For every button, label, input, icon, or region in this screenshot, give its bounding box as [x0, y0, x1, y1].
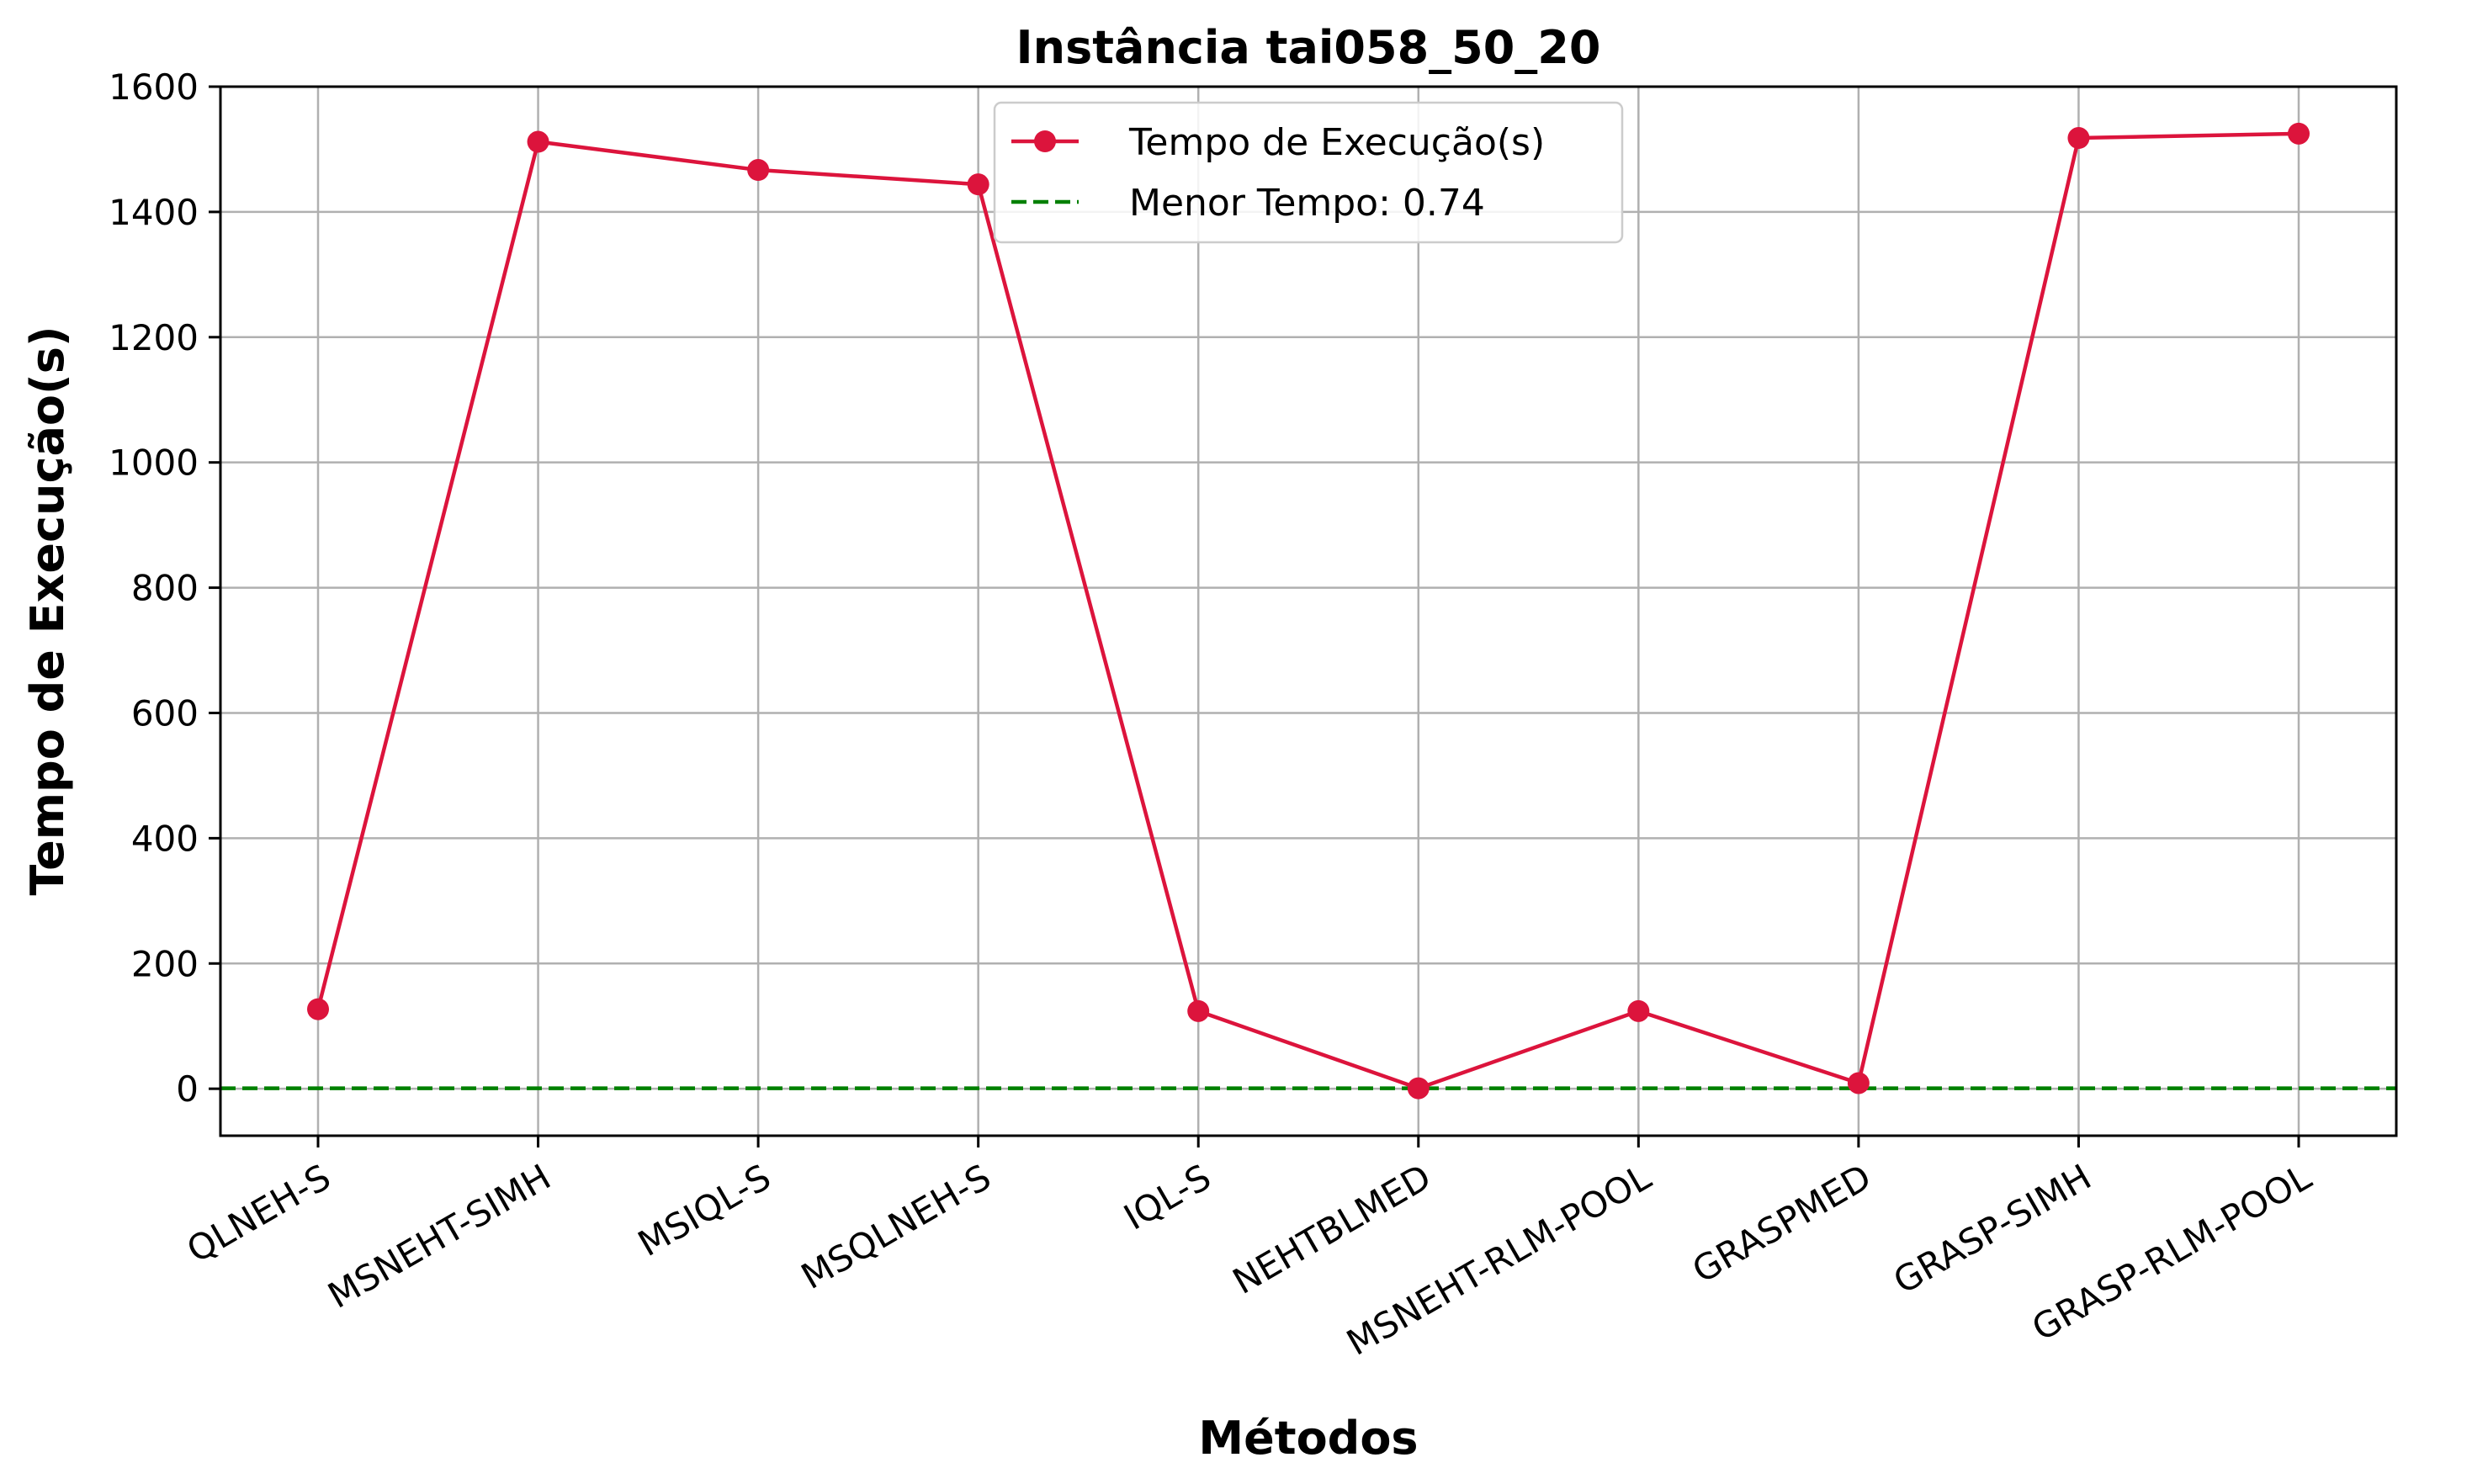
x-tick-label: MSNEHT-SIMH: [321, 1156, 557, 1317]
data-point: [1847, 1072, 1870, 1094]
legend: Tempo de Execução(s) Menor Tempo: 0.74: [993, 101, 1624, 244]
data-point: [1187, 999, 1210, 1022]
series-line: [316, 131, 2300, 1090]
x-axis-label: Métodos: [1198, 1412, 1418, 1465]
data-point: [2288, 122, 2310, 145]
x-tick-label: GRASPMED: [1685, 1156, 1878, 1291]
y-tick-label: 1600: [109, 66, 199, 108]
data-point: [527, 130, 549, 153]
y-tick-label: 600: [131, 692, 199, 734]
legend-ref-label: Menor Tempo: 0.74: [1129, 182, 1485, 225]
x-tick-label: NEHTBLMED: [1226, 1156, 1438, 1302]
y-tick-label: 200: [131, 943, 199, 984]
y-tick-label: 800: [131, 568, 199, 609]
data-point: [1407, 1077, 1430, 1100]
legend-box: [993, 101, 1624, 244]
x-tick-label: IQL-S: [1117, 1156, 1218, 1238]
y-tick-label: 1000: [109, 443, 199, 484]
x-tick-label: MSQLNEH-S: [794, 1156, 998, 1297]
plot-frame: [219, 85, 2398, 1137]
series-layer: [307, 122, 2310, 1100]
data-point: [1627, 999, 1650, 1022]
y-axis-label: Tempo de Execução(s): [21, 326, 74, 895]
grid: [220, 85, 2396, 1136]
x-tick-label: QLNEH-S: [180, 1156, 337, 1270]
chart-title: Instância tai058_50_20: [1016, 21, 1601, 74]
y-tick-label: 1200: [109, 317, 199, 358]
data-point: [747, 159, 770, 182]
data-point: [967, 173, 989, 196]
legend-series-label: Tempo de Execução(s): [1128, 121, 1545, 164]
x-tick-label: MSIQL-S: [631, 1156, 777, 1264]
legend-series-marker: [1034, 130, 1056, 152]
y-tick-label: 0: [176, 1068, 199, 1110]
data-point: [2067, 127, 2090, 150]
y-axis: 0 200 400 600 800 1000 1200 1400 1600: [109, 66, 220, 1110]
y-tick-label: 1400: [109, 192, 199, 233]
data-point: [307, 998, 329, 1020]
y-tick-label: 400: [131, 818, 199, 859]
x-tick-label: GRASP-SIMH: [1886, 1156, 2098, 1301]
